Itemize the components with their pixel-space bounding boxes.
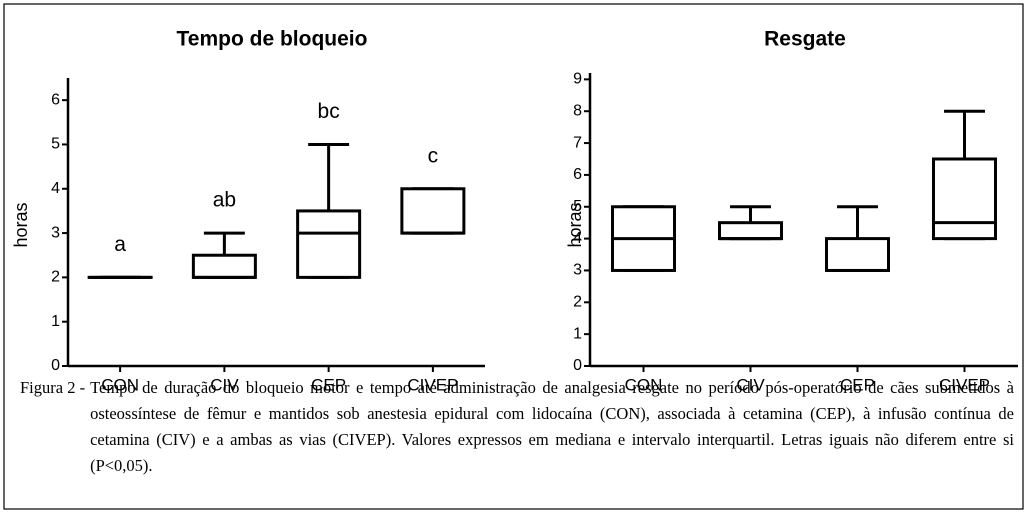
x-tick-label: CEP [840,375,875,394]
y-tick-label: 6 [573,166,582,183]
y-tick-label: 4 [51,180,60,197]
x-tick-label: CIV [736,375,765,394]
y-tick-label: 1 [51,313,60,330]
y-tick-label: 2 [573,294,582,311]
y-tick-label: 5 [51,136,60,153]
box [296,209,362,279]
y-tick-label: 1 [573,325,582,342]
x-tick-label: CEP [311,375,346,394]
annotation: c [428,144,439,167]
x-tick-label: CIVEP [939,375,990,394]
box [825,237,890,272]
annotation: a [114,233,126,256]
y-tick-label: 7 [573,134,582,151]
y-tick-label: 0 [573,357,582,374]
x-tick-label: CON [101,375,139,394]
caption-label: Figura 2 - [20,378,86,397]
chart-title: Tempo de bloqueio [177,28,368,51]
y-tick-label: 9 [573,71,582,88]
y-axis-label: horas [11,202,31,247]
y-tick-label: 4 [573,230,582,247]
y-axis-label: horas [565,202,585,247]
box [400,187,466,235]
y-tick-label: 2 [51,269,60,286]
x-tick-label: CIV [210,375,239,394]
y-tick-label: 8 [573,102,582,119]
annotation: bc [318,100,340,123]
x-tick-label: CIVEP [407,375,458,394]
frame [3,3,1024,510]
y-tick-label: 5 [573,198,582,215]
caption: Figura 2 - Tempo de duração do bloqueio … [20,375,1014,479]
y-tick-label: 0 [51,357,60,374]
x-tick-label: CON [625,375,663,394]
y-tick-label: 6 [51,91,60,108]
box [932,157,997,241]
box [718,221,783,241]
annotation: ab [213,189,236,212]
box [191,253,257,279]
chart-title: Resgate [764,28,846,51]
y-tick-label: 3 [573,262,582,279]
caption-text: Tempo de duração do bloqueio motor e tem… [90,378,1014,475]
y-tick-label: 3 [51,224,60,241]
